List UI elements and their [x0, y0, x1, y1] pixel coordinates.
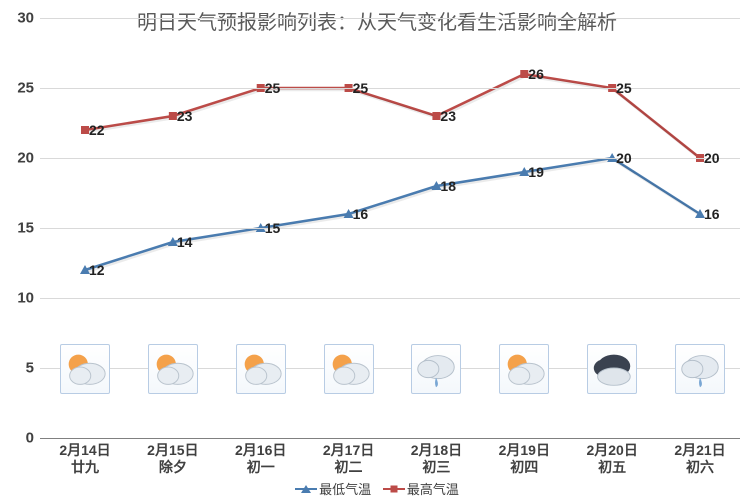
weather-chart: 明日天气预报影响列表：从天气变化看生活影响全解析 051015202530222… [0, 0, 754, 500]
y-tick-label: 25 [17, 80, 34, 97]
y-tick-label: 15 [17, 220, 34, 237]
gridline [40, 158, 740, 159]
data-label: 20 [616, 150, 632, 166]
data-label: 25 [616, 80, 632, 96]
x-tick-label: 2月18日初三 [411, 442, 462, 476]
legend-low: 最低气温 [295, 479, 371, 498]
x-tick-label: 2月14日廿九 [59, 442, 110, 476]
legend-high: 最高气温 [383, 479, 459, 498]
y-tick-label: 0 [26, 430, 34, 447]
y-tick-label: 20 [17, 150, 34, 167]
data-label: 16 [704, 206, 720, 222]
data-label: 20 [704, 150, 720, 166]
data-label: 26 [528, 66, 544, 82]
data-label: 23 [440, 108, 456, 124]
weather-icon-cloud-rain [675, 344, 725, 394]
data-label: 23 [177, 108, 193, 124]
legend-high-label: 最高气温 [407, 479, 459, 498]
data-label: 25 [353, 80, 369, 96]
y-tick-label: 30 [17, 10, 34, 27]
data-label: 12 [89, 262, 105, 278]
data-label: 22 [89, 122, 105, 138]
x-tick-label: 2月20日初五 [586, 442, 637, 476]
gridline [40, 438, 740, 439]
data-label: 14 [177, 234, 193, 250]
data-label: 19 [528, 164, 544, 180]
legend: 最低气温 最高气温 [0, 478, 754, 499]
x-tick-label: 2月15日除夕 [147, 442, 198, 476]
data-label: 18 [440, 178, 456, 194]
gridline [40, 298, 740, 299]
x-tick-label: 2月21日初六 [674, 442, 725, 476]
weather-icon-partly [148, 344, 198, 394]
gridline [40, 88, 740, 89]
weather-icon-dark-cloud [587, 344, 637, 394]
x-tick-label: 2月16日初一 [235, 442, 286, 476]
x-tick-label: 2月19日初四 [499, 442, 550, 476]
y-tick-label: 10 [17, 290, 34, 307]
weather-icon-partly [236, 344, 286, 394]
weather-icon-cloud-rain [411, 344, 461, 394]
x-axis-labels: 2月14日廿九 2月15日除夕 2月16日初一 2月17日初二 2月18日初三 2月19日… [40, 442, 740, 482]
y-tick-label: 5 [26, 360, 34, 377]
x-tick-label: 2月17日初二 [323, 442, 374, 476]
gridline [40, 18, 740, 19]
weather-icon-partly [499, 344, 549, 394]
weather-icon-partly [60, 344, 110, 394]
gridline [40, 228, 740, 229]
data-label: 15 [265, 220, 281, 236]
legend-low-label: 最低气温 [319, 479, 371, 498]
data-label: 25 [265, 80, 281, 96]
weather-icon-partly [324, 344, 374, 394]
data-label: 16 [353, 206, 369, 222]
